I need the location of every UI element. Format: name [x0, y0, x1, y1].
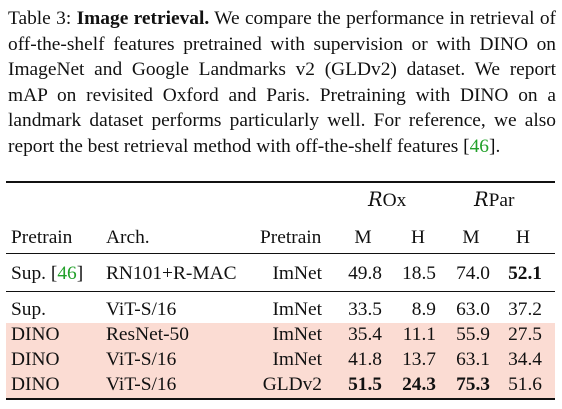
table-caption: Table 3: Image retrieval. We compare the… [8, 6, 556, 160]
reference-rule [6, 291, 555, 292]
caption-text: We compare the performance in retrieval … [8, 8, 556, 157]
row-0-rox-h: 18.5 [402, 263, 436, 284]
row-3-rox-m: 41.8 [348, 349, 382, 370]
row-2-rpar-m: 55.9 [456, 324, 490, 345]
row-4-rpar-h: 51.6 [508, 374, 542, 395]
caption-text-end: ]. [489, 135, 501, 157]
caption-title: Image retrieval. [76, 8, 210, 29]
row-1-rox-m: 33.5 [348, 299, 382, 320]
col-header-arch: Arch. [106, 227, 150, 248]
row-3-rpar-h: 34.4 [508, 349, 542, 370]
table-top-rule [6, 181, 555, 183]
row-4-data: GLDv2 [262, 374, 322, 395]
row-0-arch: RN101+R-MAC [106, 263, 237, 284]
caption-citation-link[interactable]: 46 [469, 135, 489, 157]
col-header-rpar-m: M [462, 227, 480, 248]
row-1-arch: ViT-S/16 [106, 299, 177, 320]
row-3-rox-h: 13.7 [402, 349, 436, 370]
row-1-data: ImNet [272, 299, 322, 320]
row-4-pretrain: DINO [11, 374, 60, 395]
row-0-rpar-m: 74.0 [456, 263, 490, 284]
col-header-rpar-h: H [515, 227, 530, 248]
row-0-rpar-h: 52.1 [508, 263, 542, 284]
row-1-pretrain: Sup. [11, 299, 47, 320]
row-3-rpar-m: 63.1 [456, 349, 490, 370]
row-0-citation-link[interactable]: 46 [57, 263, 77, 284]
row-0-rox-m: 49.8 [348, 263, 382, 284]
row-2-rox-m: 35.4 [348, 324, 382, 345]
col-header-rox-h: H [410, 227, 425, 248]
group-header-rpar: RPar [474, 188, 515, 211]
row-2-rox-h: 11.1 [402, 324, 436, 345]
col-header-rox-m: M [354, 227, 372, 248]
row-2-data: ImNet [272, 324, 322, 345]
caption-label: Table 3: [8, 8, 77, 29]
row-2-arch: ResNet-50 [106, 324, 189, 345]
row-4-arch: ViT-S/16 [106, 374, 177, 395]
row-1-rox-h: 8.9 [411, 299, 436, 320]
col-header-pretrain-data: Pretrain [260, 227, 322, 248]
col-header-pretrain: Pretrain [11, 227, 73, 248]
row-3-arch: ViT-S/16 [106, 349, 177, 370]
row-1-rpar-m: 63.0 [456, 299, 490, 320]
row-3-data: ImNet [272, 349, 322, 370]
row-0-data: ImNet [272, 263, 322, 284]
row-4-rpar-m: 75.3 [456, 374, 490, 395]
row-3-pretrain: DINO [11, 349, 60, 370]
table-bottom-rule [6, 398, 555, 400]
row-0-pretrain: Sup. [46] [11, 263, 84, 284]
header-rule [6, 253, 555, 254]
row-2-rpar-h: 27.5 [508, 324, 542, 345]
row-2-pretrain: DINO [11, 324, 60, 345]
row-1-rpar-h: 37.2 [508, 299, 542, 320]
group-header-rox: ROx [368, 188, 407, 211]
row-4-rox-h: 24.3 [402, 374, 436, 395]
dino-rows-highlight [6, 323, 555, 398]
row-4-rox-m: 51.5 [348, 374, 382, 395]
